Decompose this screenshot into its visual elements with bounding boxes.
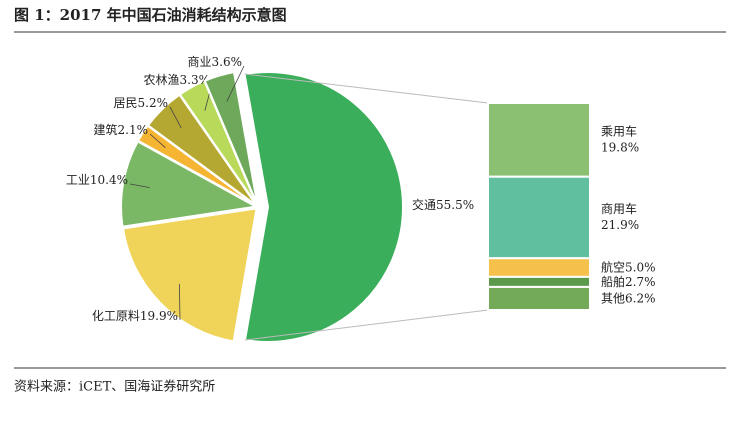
slice-category: 工业 bbox=[66, 173, 90, 187]
bar-value: 5.0% bbox=[625, 260, 656, 274]
slice-value: 19.9% bbox=[140, 309, 178, 323]
leader-line bbox=[226, 65, 245, 102]
leader-line bbox=[169, 106, 182, 129]
breakdown-bar bbox=[487, 275, 591, 288]
chart-title: 图 1：2017 年中国石油消耗结构示意图 bbox=[14, 6, 287, 24]
breakdown-bar bbox=[487, 102, 591, 178]
slice-label: 居民5.2% bbox=[113, 96, 168, 110]
slice-category: 化工原料 bbox=[92, 309, 140, 323]
slice-label: 农林渔3.3% bbox=[143, 73, 210, 87]
slice-value: 10.4% bbox=[90, 173, 128, 187]
connector bbox=[244, 73, 489, 104]
breakdown-bar bbox=[487, 285, 591, 311]
pie-slice bbox=[243, 71, 404, 343]
connector bbox=[244, 309, 489, 341]
bar-label: 航空5.0% bbox=[601, 259, 656, 274]
slice-value: 2.1% bbox=[118, 123, 149, 137]
slice-label: 工业10.4% bbox=[66, 173, 128, 187]
slice-category: 建筑 bbox=[93, 122, 117, 137]
slice-category: 交通 bbox=[412, 197, 436, 212]
slice-label: 商业3.6% bbox=[187, 54, 242, 69]
slice-label: 交通55.5% bbox=[412, 197, 474, 212]
bar-label: 船舶2.7% bbox=[601, 273, 656, 288]
bar-category: 乘用车 bbox=[601, 123, 637, 138]
bar-label: 其他6.2% bbox=[601, 291, 656, 305]
slice-label: 化工原料19.9% bbox=[92, 309, 178, 323]
bar-value: 19.8% bbox=[601, 140, 639, 154]
slice-category: 商业 bbox=[187, 54, 211, 69]
leader-line bbox=[129, 183, 150, 188]
breakdown-bar bbox=[487, 257, 591, 278]
bar-category: 航空 bbox=[601, 259, 625, 274]
pie-slice bbox=[121, 207, 258, 343]
slice-label: 建筑2.1% bbox=[93, 122, 148, 137]
slice-value: 3.3% bbox=[180, 73, 211, 87]
pie-slice bbox=[203, 70, 259, 206]
bar-value: 2.7% bbox=[625, 274, 656, 288]
source: 资料来源：iCET、国海证券研究所 bbox=[14, 379, 215, 395]
bar-category: 商用车 bbox=[601, 201, 637, 216]
bar-value: 21.9% bbox=[601, 218, 639, 232]
bar-category: 船舶 bbox=[601, 273, 625, 288]
slice-value: 55.5% bbox=[436, 198, 474, 212]
slice-value: 5.2% bbox=[138, 96, 169, 110]
slice-category: 居民 bbox=[113, 96, 137, 110]
slice-value: 3.6% bbox=[212, 55, 243, 69]
pie-slice bbox=[120, 140, 260, 228]
breakdown-bar bbox=[487, 175, 591, 260]
bar-category: 其他 bbox=[601, 291, 625, 305]
leader-line bbox=[149, 133, 166, 148]
slice-category: 农林渔 bbox=[143, 73, 179, 87]
bar-value: 6.2% bbox=[625, 291, 656, 305]
leader-line bbox=[178, 283, 181, 321]
